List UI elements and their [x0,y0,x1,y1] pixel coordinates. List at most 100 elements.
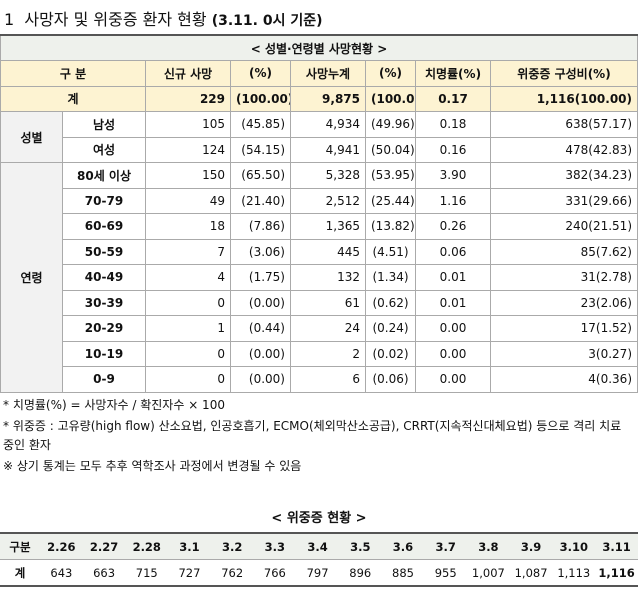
value: 1,113 [552,559,596,587]
note: * 치명률(%) = 사망자수 / 확진자수 × 100 [3,398,225,412]
value: 762 [210,559,254,587]
cell: 0.16 [415,136,491,163]
value: 663 [82,559,126,587]
value: 896 [338,559,382,587]
date: 3.8 [467,532,510,560]
title-note: (3.11. 0시 기준) [211,13,323,29]
cell: (0.44) [230,315,291,342]
cell: 61 [290,289,366,316]
cell: 0.17 [415,85,491,112]
row-label: 70-79 [62,187,146,214]
cell: 0.01 [415,264,491,291]
cell: 3.90 [415,162,491,189]
value: 727 [168,559,211,587]
date: 2.28 [125,532,169,560]
data-row: 0-9 0 (0.00) 6 (0.06) 0.00 4(0.36) [1,366,638,393]
notes: * 치명률(%) = 사망자수 / 확진자수 × 100 * 위중증 : 고유량(… [3,396,635,478]
cell: 18 [145,213,231,240]
header-cell: 구 분 [0,60,146,87]
cell: 9,875 [290,85,366,112]
row-label: 50-59 [62,238,146,265]
value: 766 [253,559,297,587]
cell: 1.16 [415,187,491,214]
header-cell: (%) [365,60,416,87]
row-label: 계 [0,85,146,112]
cell: (45.85) [230,111,291,138]
cell: 4,941 [290,136,366,163]
note: * 위중증 : 고유량(high flow) 산소요법, 인공호흡기, ECMO… [3,419,622,452]
cell: 0 [145,366,231,393]
cell: 5,328 [290,162,366,189]
cell: 331(29.66) [490,187,638,214]
date: 3.1 [168,532,211,560]
death-table: < 성별·연령별 사망현황 > 구 분 신규 사망 (%) 사망누계 (%) 치명률(%) 위… [0,34,638,393]
value-row: 계 643 663 715 727 762 766 797 896 885 955 1,007 1,08… [0,559,638,587]
cell: 1,116(100.00) [490,85,638,112]
cell: 85(7.62) [490,238,638,265]
row-label: 10-19 [62,340,146,367]
header-cell: 신규 사망 [145,60,231,87]
value: 643 [40,559,83,587]
value: 1,087 [509,559,553,587]
cell: 24 [290,315,366,342]
cell: 229 [145,85,231,112]
cell: (1.75) [230,264,291,291]
cell: (21.40) [230,187,291,214]
date: 3.3 [253,532,297,560]
row-label: 40-49 [62,264,146,291]
data-row: 70-79 49 (21.40) 2,512 (25.44) 1.16 331(29.66) [1,187,638,214]
row-label: 여성 [62,136,146,163]
cell: 0 [145,289,231,316]
cell: (54.15) [230,136,291,163]
cell: 3(0.27) [490,340,638,367]
header-cell: 사망누계 [290,60,366,87]
total-row: 계229(100.00)9,875(100.00)0.171,116(100.0… [0,85,638,112]
date: 3.9 [509,532,553,560]
cell: (0.62) [365,289,416,316]
row-label: 0-9 [62,366,146,393]
date: 3.10 [552,532,596,560]
cell: 445 [290,238,366,265]
row-label: 계 [0,559,40,587]
header-row: 구 분 신규 사망 (%) 사망누계 (%) 치명률(%) 위중증 구성비(%) [0,60,638,87]
cell: (0.00) [230,340,291,367]
cell: (0.00) [230,289,291,316]
value: 1,116 [595,559,638,587]
cell: 7 [145,238,231,265]
cell: 638(57.17) [490,111,638,138]
cell: (25.44) [365,187,416,214]
cell: (0.02) [365,340,416,367]
header-cell: 치명률(%) [415,60,491,87]
cell: 23(2.06) [490,289,638,316]
cell: 1 [145,315,231,342]
cell: 150 [145,162,231,189]
cell: (1.34) [365,264,416,291]
date: 2.27 [82,532,126,560]
cell: 49 [145,187,231,214]
cell: 0.00 [415,366,491,393]
value: 797 [296,559,339,587]
row-label: 80세 이상 [62,162,146,189]
cell: 240(21.51) [490,213,638,240]
data-row: 연령 80세 이상 150 (65.50) 5,328 (53.95) 3.90 382(34… [0,162,638,393]
header-label: 구분 [0,532,40,560]
cell: (65.50) [230,162,291,189]
data-row: 20-29 1 (0.44) 24 (0.24) 0.00 17(1.52) [1,315,638,342]
cell: 105 [145,111,231,138]
cell: (0.00) [230,366,291,393]
header-cell: (%) [230,60,291,87]
group-label: 성별 [0,111,63,163]
data-row: 성별 남성 105 (45.85) 4,934 (49.96) 0.18 638(57.17) [0,111,638,163]
cell: 2,512 [290,187,366,214]
critical-table: 구분 2.26 2.27 2.28 3.1 3.2 3.3 3.4 3.5 3.6 3.7 3.8 3.… [0,532,638,587]
header-cell: 위중증 구성비(%) [490,60,638,87]
cell: 1,365 [290,213,366,240]
date: 3.11 [595,532,638,560]
row-label: 60-69 [62,213,146,240]
date: 2.26 [40,532,83,560]
cell: (4.51) [365,238,416,265]
row-label: 30-39 [62,289,146,316]
title: 1 사망자 및 위중증 환자 현황 (3.11. 0시 기준) [4,6,323,30]
row-label: 20-29 [62,315,146,342]
caption: < 성별·연령별 사망현황 > [0,34,638,61]
